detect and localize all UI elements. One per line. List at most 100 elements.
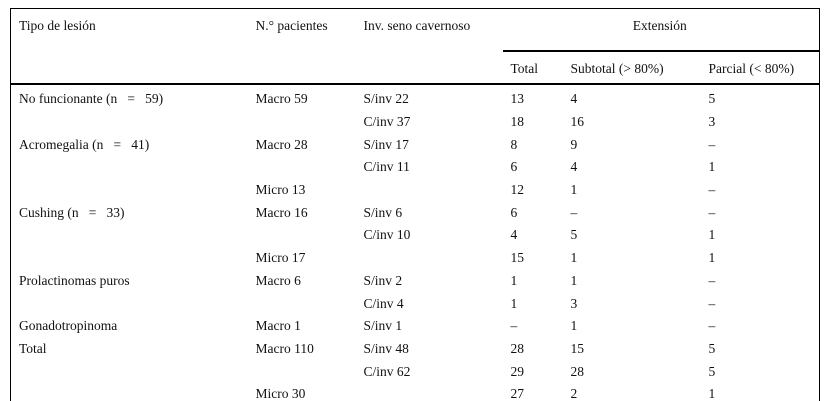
table-cell: 5 [708,363,716,379]
table-cell [11,383,248,401]
table-cell: 4 [510,227,518,243]
table-cell: 28 [570,363,585,379]
table-cell [11,360,248,383]
table-cell [248,360,356,383]
table-cell: 8 [510,136,518,152]
col-header-subtotal: Subtotal (> 80%) [562,51,701,85]
table-cell: S/inv 22 [363,91,409,107]
table-cell: 2 [570,386,578,401]
table-cell: 12 [510,182,525,198]
table-row: Micro 17 15 1 1 [11,247,820,270]
table-cell [248,156,356,179]
table-cell: Micro 17 [255,250,306,266]
table-cell: C/inv 62 [363,363,411,379]
table-cell: 15 [570,340,585,356]
table-cell: No funcionante (n = 59) [19,91,164,107]
table-cell: 5 [570,227,578,243]
table-cell: 5 [708,91,716,107]
table-cell: 5 [708,340,716,356]
col-header-total: Total [502,51,563,85]
table-cell: Macro 110 [255,340,314,356]
table-cell: 1 [708,159,716,175]
table-row: No funcionante (n = 59) Macro 59 S/inv 22 1… [11,84,820,111]
table-cell: 6 [510,204,518,220]
table-cell: Prolactinomas puros [19,272,130,288]
table-cell: 9 [570,136,578,152]
table-cell: 29 [510,363,525,379]
table-cell: C/inv 10 [363,227,411,243]
col-header-n-pacientes: N.° pacientes [247,8,356,85]
col-header-tipo-de-lesion: Tipo de lesión [10,8,248,85]
table-cell: 1 [510,272,518,288]
table-cell: 1 [510,295,518,311]
table-cell [11,111,248,134]
table-cell: – [708,182,716,198]
table-cell: Micro 30 [255,386,306,401]
table-cell: – [708,204,716,220]
table-cell [356,179,503,202]
table-cell: 13 [510,91,525,107]
header-row-sub: Total Subtotal (> 80%) Parcial (< 80%) [11,51,820,85]
table-cell: 1 [708,386,716,401]
table-header: Tipo de lesión N.° pacientes Inv. seno c… [10,8,820,85]
col-header-parcial: Parcial (< 80%) [700,51,820,85]
table-cell: – [708,272,716,288]
table-cell: Macro 59 [255,91,308,107]
table-cell: Macro 6 [255,272,301,288]
table-cell: Gonadotropinoma [19,318,118,334]
table-cell: 15 [510,250,525,266]
table-cell: – [708,136,716,152]
table-row: C/inv 11 6 4 1 [11,156,820,179]
col-header-inv-seno-cavernoso: Inv. seno cavernoso [355,8,503,85]
table-cell [11,224,248,247]
table-cell [248,111,356,134]
table-cell [356,247,503,270]
table-cell: S/inv 48 [363,340,409,356]
table-cell: 1 [570,250,578,266]
table-row: C/inv 37 18 16 3 [11,111,820,134]
table-cell: – [708,318,716,334]
table-cell [11,247,248,270]
table-cell [356,383,503,401]
table-cell [11,156,248,179]
table-cell [11,292,248,315]
table-cell: 1 [708,227,716,243]
table-cell: S/inv 1 [363,318,403,334]
table-cell [248,292,356,315]
table-cell: – [708,295,716,311]
col-header-extension-group: Extensión [502,8,820,52]
table-cell: – [570,204,578,220]
table-row: Acromegalia (n = 41) Macro 28 S/inv 17 8 9 – [11,133,820,156]
table-cell: Macro 16 [255,204,308,220]
table-cell: 1 [570,182,578,198]
table-cell: 18 [510,114,525,130]
table-cell: 4 [570,159,578,175]
table-cell [248,224,356,247]
table-cell: Total [19,340,47,356]
table-cell: Micro 13 [255,182,306,198]
table-cell: S/inv 17 [363,136,409,152]
table-row: C/inv 4 1 3 – [11,292,820,315]
lesion-extension-table: Tipo de lesión N.° pacientes Inv. seno c… [10,8,821,401]
header-row-top: Tipo de lesión N.° pacientes Inv. seno c… [10,8,820,85]
table-cell: Cushing (n = 33) [19,204,125,220]
table-cell: 1 [708,250,716,266]
table-cell: – [510,318,518,334]
table-cell: 6 [510,159,518,175]
table-cell: S/inv 2 [363,272,403,288]
table-cell: 28 [510,340,525,356]
table-cell: Macro 28 [255,136,308,152]
table-cell: 3 [708,114,716,130]
table-cell: C/inv 11 [363,159,410,175]
table-cell: 27 [510,386,525,401]
table-row: Total Macro 110 S/inv 48 28 15 5 [11,338,820,361]
table-cell: 4 [570,91,578,107]
table-cell: Acromegalia (n = 41) [19,136,150,152]
table-cell: S/inv 6 [363,204,403,220]
table-row: Micro 30 27 2 1 [11,383,820,401]
table-row: Gonadotropinoma Macro 1 S/inv 1 – 1 – [11,315,820,338]
table-row: Micro 13 12 1 – [11,179,820,202]
table-row: Cushing (n = 33) Macro 16 S/inv 6 6 – – [11,201,820,224]
table-row: C/inv 10 4 5 1 [11,224,820,247]
